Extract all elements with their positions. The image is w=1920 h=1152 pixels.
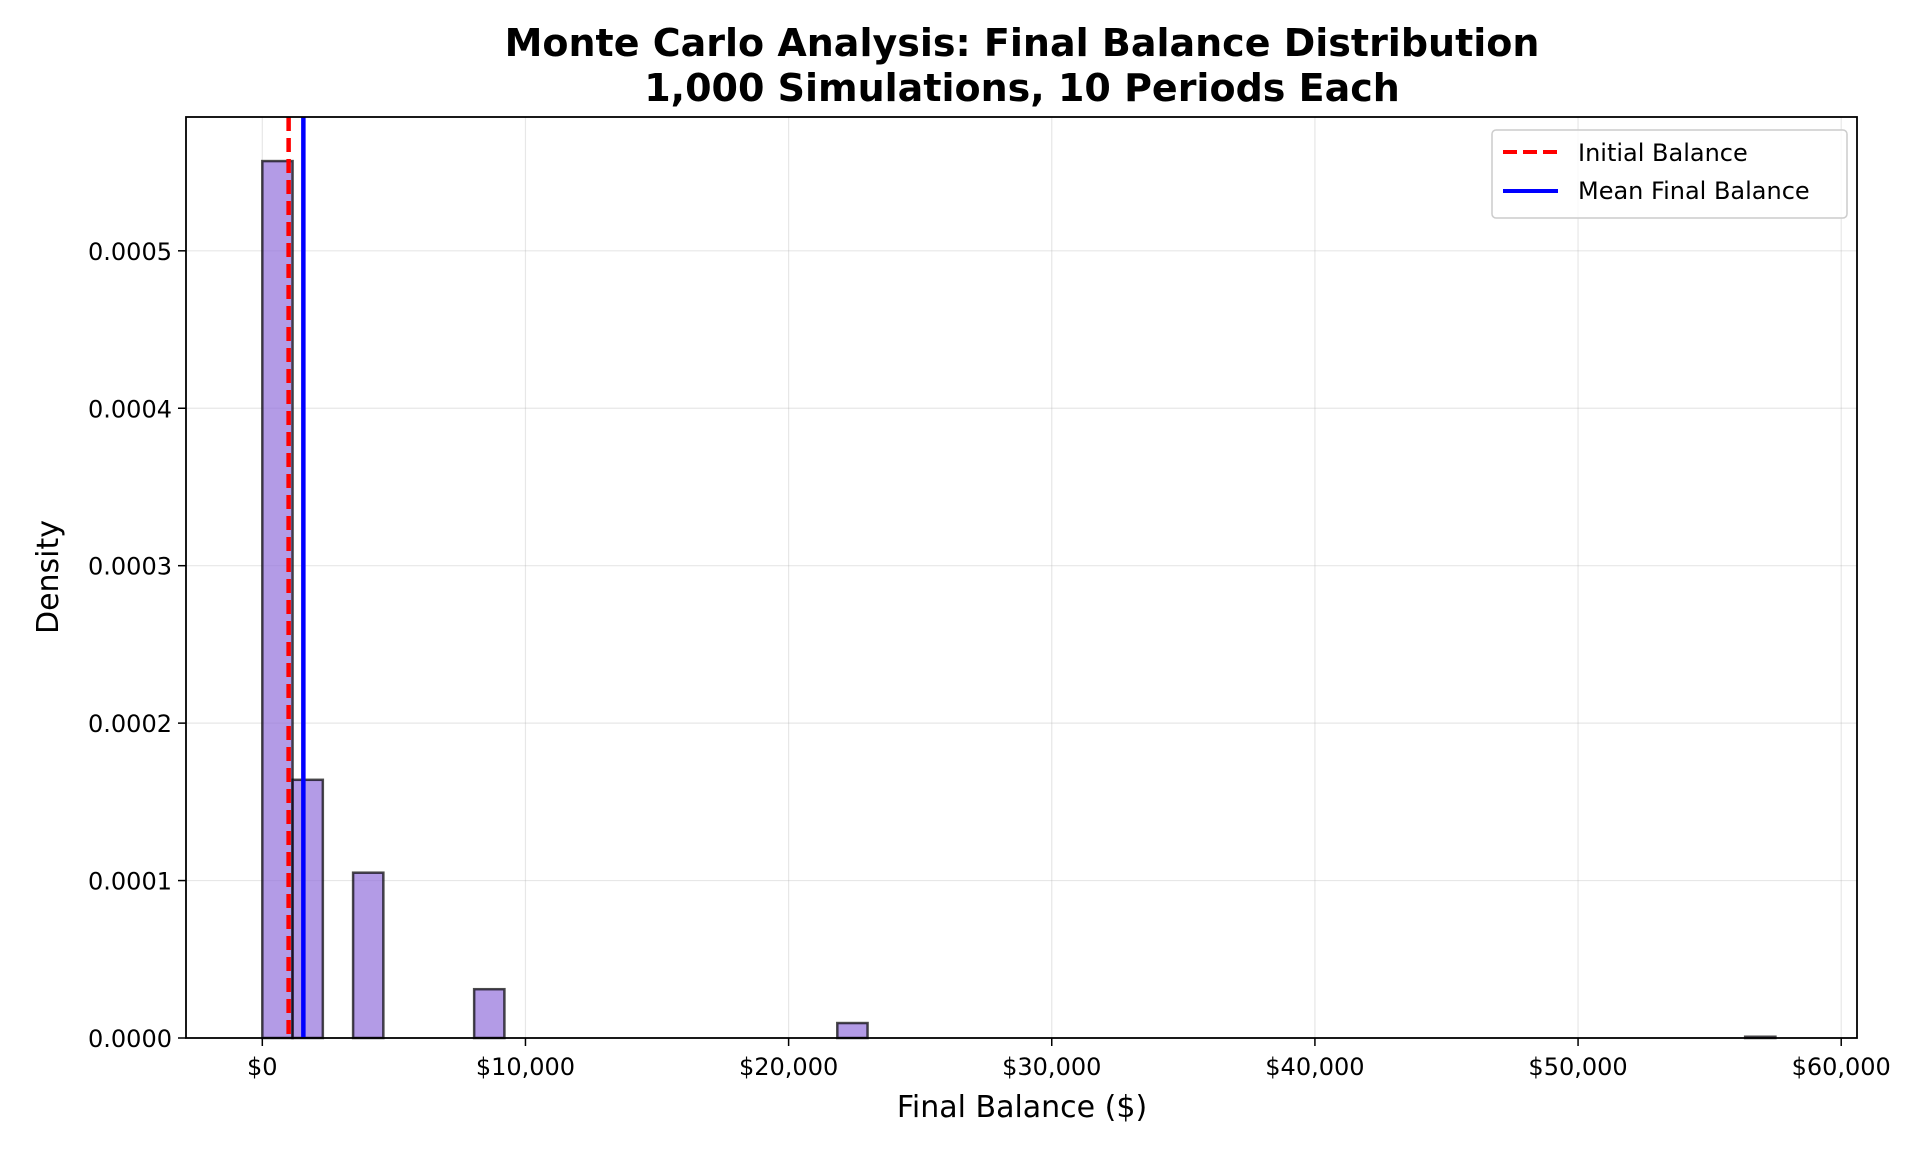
y-tick-label: 0.0000 bbox=[88, 1025, 172, 1053]
chart-subtitle: 1,000 Simulations, 10 Periods Each bbox=[644, 66, 1400, 110]
y-tick-label: 0.0003 bbox=[88, 553, 172, 581]
chart-title: Monte Carlo Analysis: Final Balance Dist… bbox=[505, 21, 1540, 65]
x-tick-label: $60,000 bbox=[1792, 1053, 1891, 1081]
reference-lines bbox=[286, 117, 306, 1038]
x-tick-label: $50,000 bbox=[1528, 1053, 1627, 1081]
grid bbox=[186, 117, 1857, 1039]
histogram-bar bbox=[472, 987, 506, 1040]
legend-frame bbox=[1491, 129, 1848, 219]
bars bbox=[261, 159, 1777, 1040]
y-tick-label: 0.0001 bbox=[88, 868, 172, 896]
legend: Initial Balance Mean Final Balance bbox=[1491, 129, 1848, 219]
x-tick-label: $10,000 bbox=[476, 1053, 575, 1081]
x-tick-label: $0 bbox=[247, 1053, 278, 1081]
x-tick-label: $20,000 bbox=[739, 1053, 838, 1081]
x-tick-label: $30,000 bbox=[1002, 1053, 1101, 1081]
y-tick-label: 0.0004 bbox=[88, 395, 172, 423]
y-tick-label: 0.0005 bbox=[88, 238, 172, 266]
x-tick-label: $40,000 bbox=[1265, 1053, 1364, 1081]
x-axis-label: Final Balance ($) bbox=[897, 1090, 1147, 1125]
y-axis-ticks: 0.0000 0.0001 0.0002 0.0003 0.0004 0.0005 bbox=[88, 238, 186, 1053]
histogram-bar bbox=[836, 1021, 869, 1040]
histogram-bar bbox=[351, 871, 385, 1040]
x-axis-ticks: $0 $10,000 $20,000 $30,000 $40,000 $50,000 $60… bbox=[247, 1038, 1891, 1081]
plot-frame bbox=[185, 116, 1858, 1039]
y-axis-label: Density bbox=[31, 520, 66, 634]
legend-mean-final-balance-label: Mean Final Balance bbox=[1578, 177, 1810, 205]
legend-initial-balance-label: Initial Balance bbox=[1578, 139, 1748, 167]
y-tick-label: 0.0002 bbox=[88, 710, 172, 738]
histogram-bar bbox=[291, 778, 325, 1040]
